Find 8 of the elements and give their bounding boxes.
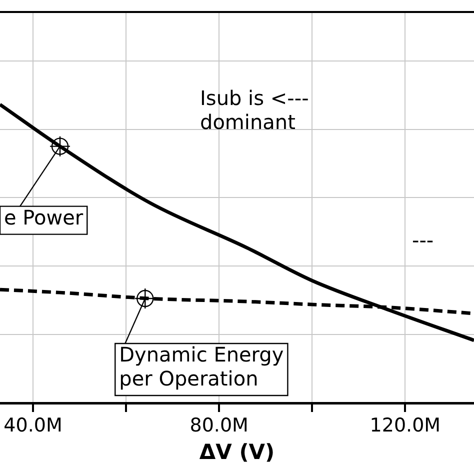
annotation: --- [412,228,434,252]
x-tick-label: 40.0M [4,414,62,436]
annotation: e Power [4,206,84,230]
x-tick-label: 80.0M [190,414,248,436]
x-tick-label: 120.0M [370,414,441,436]
annotation: Dynamic Energy per Operation [119,342,284,391]
x-axis-title: ΔV (V) [199,440,275,464]
annotation: Isub is <--- dominant [200,86,309,134]
